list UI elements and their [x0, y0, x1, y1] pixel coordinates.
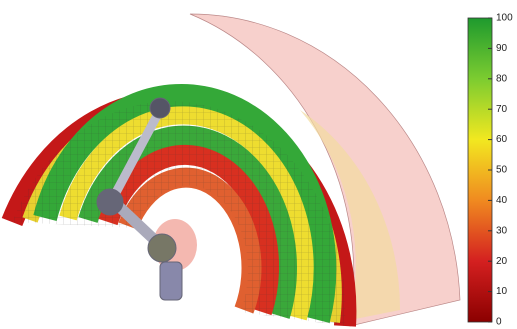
tick-label: 70	[496, 104, 508, 115]
tick-label: 20	[496, 256, 508, 267]
tick-label: 90	[496, 43, 508, 54]
tick-label: 0	[496, 317, 502, 328]
tick-label: 100	[496, 13, 513, 24]
tick-label: 50	[496, 165, 508, 176]
scene: 0 10 20 30 40 50 60 70 80 90 100	[0, 0, 517, 329]
tick-label: 40	[496, 195, 508, 206]
dome	[12, 14, 460, 326]
tick-label: 80	[496, 73, 508, 84]
tick-label: 60	[496, 134, 508, 145]
tick-label: 30	[496, 225, 508, 236]
tick-label: 10	[496, 286, 508, 297]
